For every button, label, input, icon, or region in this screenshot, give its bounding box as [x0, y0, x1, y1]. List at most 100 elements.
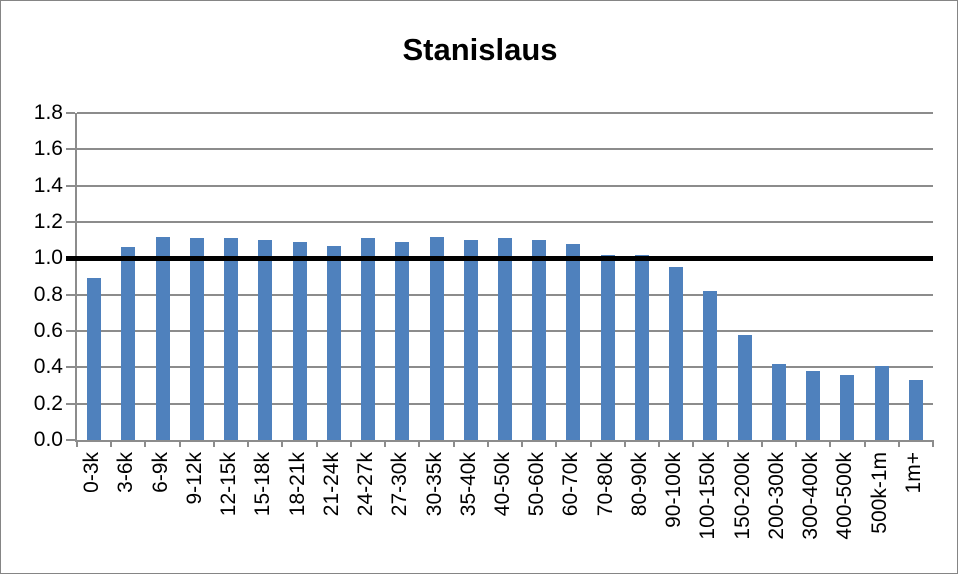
y-axis-tick-label: 0.8	[33, 282, 63, 306]
x-axis-tick-label: 60-70k	[559, 452, 583, 517]
y-axis-tick	[66, 402, 75, 405]
x-axis-tick	[110, 440, 113, 447]
bar	[87, 278, 102, 440]
x-axis-tick	[486, 440, 489, 447]
bar	[189, 238, 204, 440]
bar	[532, 240, 547, 440]
bar	[463, 240, 478, 440]
x-axis-tick	[281, 440, 284, 447]
x-axis-tick	[349, 440, 352, 447]
x-axis-tick-label: 6-9k	[148, 452, 172, 493]
gridline	[77, 184, 933, 187]
y-axis-tick	[66, 221, 75, 223]
bar	[224, 238, 239, 440]
x-axis-tick	[795, 440, 798, 447]
y-axis-tick	[66, 330, 75, 332]
x-axis-tick-label: 12-15k	[217, 452, 241, 517]
y-axis-tick	[66, 439, 75, 441]
x-axis-tick	[521, 440, 524, 447]
y-axis-tick-label: 1.8	[33, 101, 63, 124]
bar	[737, 335, 752, 440]
bar	[806, 371, 821, 440]
bar	[498, 238, 512, 440]
bar	[840, 375, 855, 440]
x-axis-tick-label: 3-6k	[114, 452, 138, 493]
bar	[326, 246, 341, 440]
plot-area: 0.0 0.2 0.4 0.6 0.8 1.0 1.2 1.4 1.6 1.8	[34, 101, 934, 451]
bar	[600, 255, 615, 440]
x-axis-tick-label: 9-12k	[182, 452, 206, 505]
x-axis-tick-label: 50-60k	[525, 452, 549, 517]
x-axis-tick	[932, 440, 934, 447]
x-axis-tick	[144, 440, 147, 447]
x-axis-tick	[178, 440, 181, 447]
x-axis-tick	[452, 440, 455, 447]
x-axis-tick-label: 300-400k	[799, 452, 823, 540]
bar	[908, 380, 923, 440]
bar	[703, 291, 718, 440]
x-axis-tick	[760, 440, 763, 447]
x-axis-tick-label: 500k-1m	[867, 452, 891, 534]
y-axis-tick-label: 1.4	[33, 173, 63, 197]
bar	[634, 255, 649, 440]
x-axis-tick-label: 21-24k	[319, 452, 343, 517]
bar	[771, 364, 786, 440]
bar	[258, 240, 273, 440]
bar	[361, 238, 376, 440]
bar	[874, 366, 889, 440]
x-axis-tick-label: 27-30k	[388, 452, 412, 517]
x-axis-tick	[623, 440, 626, 447]
x-axis-tick-label: 70-80k	[593, 452, 617, 517]
gridline	[77, 148, 933, 151]
y-axis-tick	[66, 148, 75, 151]
x-axis-tick-label: 24-27k	[354, 452, 378, 517]
x-axis-tick	[384, 440, 387, 447]
x-axis-tick	[418, 440, 421, 447]
gridline	[77, 221, 933, 223]
x-axis-tick	[555, 440, 558, 447]
x-axis-tick-label: 400-500k	[833, 452, 857, 540]
y-axis-tick-label: 0.0	[33, 428, 63, 451]
x-axis-tick	[247, 440, 250, 447]
bar	[395, 242, 410, 440]
x-axis-tick	[829, 440, 832, 447]
x-axis-tick-label: 35-40k	[456, 452, 480, 517]
x-axis-tick-label: 80-90k	[627, 452, 651, 517]
x-axis-tick-label: 0-3k	[80, 452, 104, 493]
bar	[429, 237, 444, 440]
x-axis-tick	[726, 440, 729, 447]
y-axis-tick	[66, 112, 75, 114]
y-axis-tick-label: 1.2	[33, 210, 63, 233]
y-axis-tick	[66, 293, 75, 296]
x-axis-tick-label: 200-300k	[764, 452, 788, 540]
bar	[155, 237, 170, 440]
y-axis-tick-label: 1.0	[33, 246, 63, 270]
y-axis-tick-label: 0.6	[33, 319, 63, 342]
x-axis-tick	[863, 440, 866, 447]
y-axis-tick	[66, 366, 75, 369]
x-axis-tick-label: 1m+	[901, 452, 925, 494]
x-axis-tick	[315, 440, 318, 447]
x-axis-tick-label: 30-35k	[422, 452, 446, 517]
x-axis-tick-label: 100-150k	[696, 452, 720, 540]
reference-line	[66, 255, 933, 261]
chart-title: Stanislaus	[402, 32, 558, 67]
x-axis-tick-label: 90-100k	[662, 452, 686, 528]
x-axis-tick	[212, 440, 215, 447]
x-axis-tick	[658, 440, 661, 447]
x-axis-tick	[692, 440, 695, 447]
bar	[566, 244, 581, 440]
x-axis-tick-label: 150-200k	[730, 452, 754, 540]
y-axis-tick-label: 0.2	[33, 391, 63, 415]
x-axis-tick-label: 40-50k	[491, 452, 514, 517]
x-axis-tick	[897, 440, 900, 447]
y-axis-tick	[66, 184, 75, 187]
bar	[669, 267, 684, 440]
bar	[121, 247, 136, 440]
x-axis-tick	[76, 440, 78, 447]
gridline	[77, 112, 933, 114]
y-axis-tick-label: 0.4	[33, 355, 63, 379]
y-axis-tick-label: 1.6	[33, 137, 63, 161]
bar	[292, 242, 307, 440]
